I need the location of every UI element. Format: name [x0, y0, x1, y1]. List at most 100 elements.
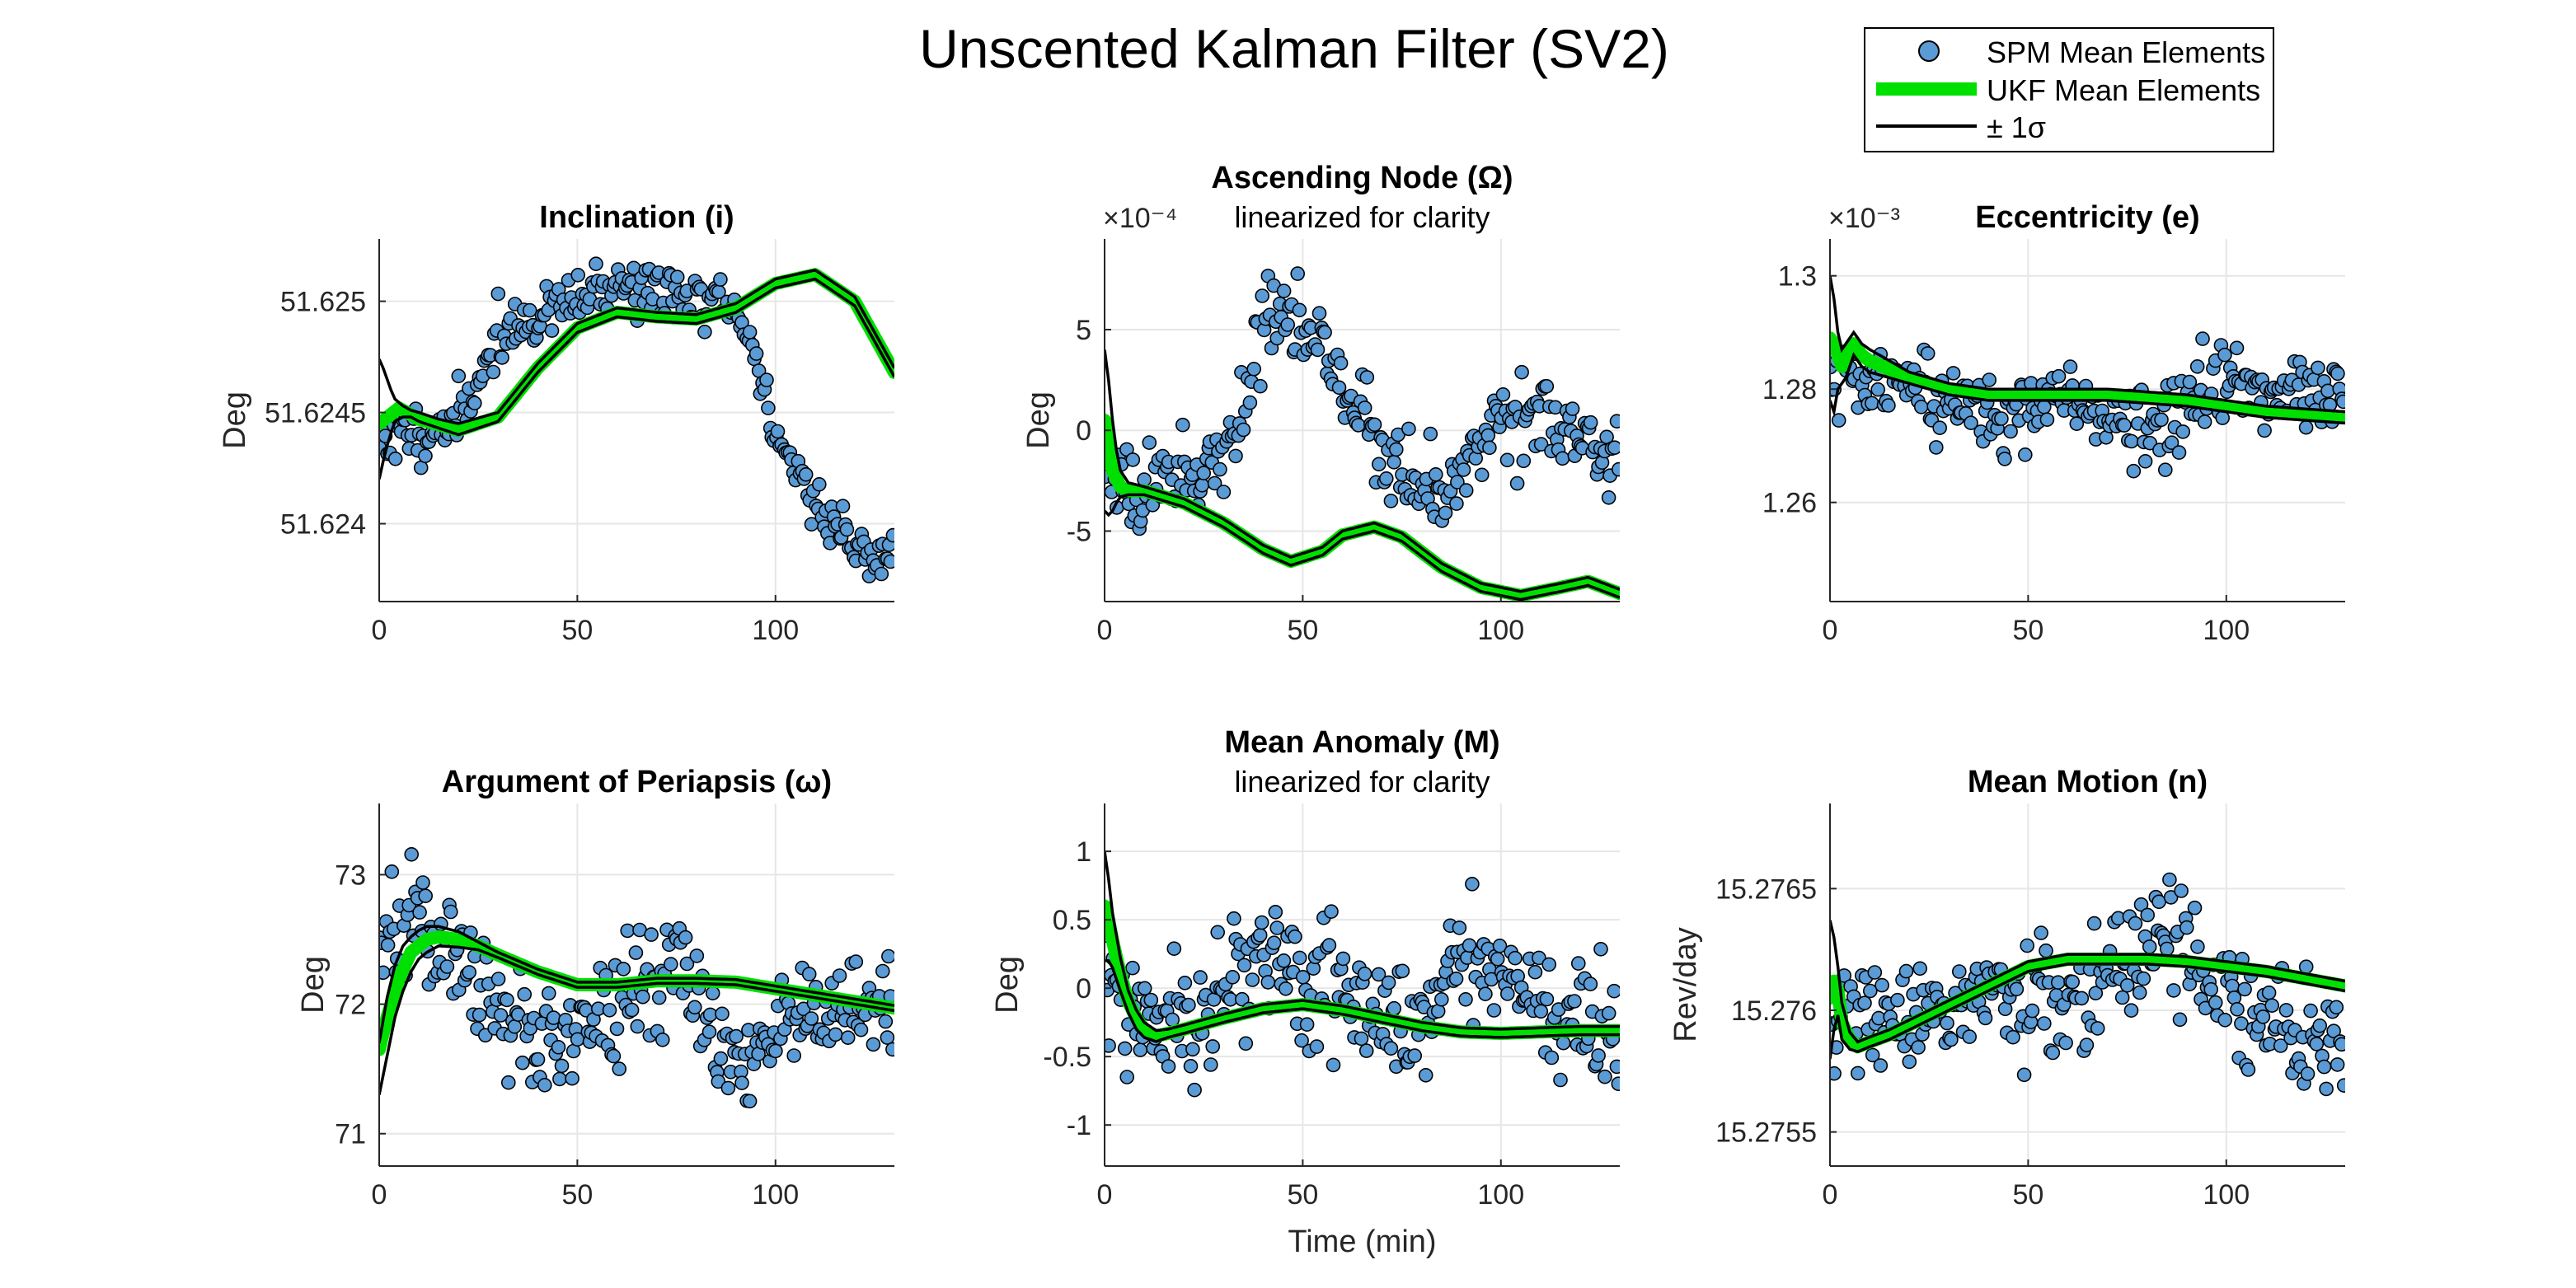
spm-point [1245, 972, 1260, 987]
spm-point [835, 499, 851, 514]
spm-point [1194, 477, 1210, 493]
spm-point [1875, 977, 1889, 993]
y-tick-label: 72 [335, 990, 366, 1021]
spm-point [2045, 1045, 2061, 1061]
y-tick-label: 73 [335, 859, 366, 891]
legend-label-spm: SPM Mean Elements [1987, 35, 2265, 69]
sigma-upper-line [1830, 920, 2345, 1044]
spm-point [1920, 346, 1936, 361]
ukf-mean-line [1105, 414, 1620, 602]
spm-point [759, 372, 774, 387]
spm-point [1276, 283, 1292, 298]
spm-point [1593, 942, 1608, 957]
spm-point [1125, 452, 1141, 467]
y-tick-label: -5 [1067, 516, 1091, 547]
spm-point [1911, 1040, 1926, 1055]
spm-point [1310, 342, 1326, 358]
spm-point [875, 963, 890, 979]
spm-point [1533, 437, 1549, 452]
sigma-lower-line [379, 944, 894, 1095]
spm-point [1280, 317, 1295, 332]
spm-point [2074, 991, 2090, 1006]
spm-point [1395, 963, 1410, 979]
subplot-6: 0 50 100 15.2755 15.276 15.2765 Mean Motion (n… [1668, 765, 2345, 1211]
spm-point [1317, 325, 1332, 340]
spm-point [1333, 355, 1349, 371]
spm-point [2309, 1037, 2325, 1051]
spm-point [1831, 413, 1846, 428]
spm-point [2241, 1062, 2256, 1077]
spm-point [651, 990, 667, 1005]
spm-point [412, 905, 427, 920]
x-tick-label: 100 [1477, 1179, 1524, 1211]
spm-point [1499, 452, 1515, 468]
spm-point [2255, 1009, 2271, 1024]
spm-point [669, 269, 685, 285]
spm-point [1321, 938, 1337, 953]
spm-point [1978, 1010, 1993, 1026]
spm-point [1449, 496, 1464, 511]
spm-point [1225, 970, 1241, 985]
spm-point [1335, 951, 1351, 967]
spm-point [1609, 414, 1620, 429]
spm-point [2136, 971, 2151, 986]
spm-point [2195, 331, 2210, 346]
x-tick-label: 50 [561, 1179, 593, 1211]
y-tick-label: 1 [1076, 836, 1091, 868]
spm-point [2189, 358, 2205, 374]
spm-point [1266, 935, 1282, 950]
spm-point [530, 1051, 546, 1067]
spm-point [500, 1075, 516, 1090]
spm-point [702, 1007, 718, 1023]
spm-point [1311, 306, 1327, 321]
spm-point [1478, 986, 1493, 1001]
spm-point [1429, 466, 1443, 482]
y-tick-label: 1.3 [1778, 261, 1817, 293]
spm-point [2162, 872, 2177, 888]
spm-point [1609, 1059, 1620, 1075]
spm-point [713, 272, 728, 287]
spm-point [1857, 995, 1872, 1010]
spm-point [1912, 961, 1927, 977]
spm-point [554, 1058, 570, 1074]
spm-point [2142, 435, 2157, 451]
spm-point [1583, 977, 1598, 991]
y-tick-label: 1.26 [1762, 488, 1817, 519]
legend: SPM Mean Elements UKF Mean Elements ± 1σ [1864, 27, 2274, 152]
x-tick-label: 0 [1823, 1179, 1838, 1211]
spm-point [1142, 435, 1157, 450]
spm-point [1383, 1041, 1399, 1056]
spm-point [2069, 416, 2085, 432]
spm-point [541, 986, 556, 1001]
spm-point [1516, 453, 1532, 469]
spm-point [1379, 471, 1394, 486]
x-tick-label: 50 [2012, 615, 2043, 646]
spm-point [628, 945, 644, 960]
spm-point [1331, 380, 1347, 396]
spm-point [866, 1037, 881, 1052]
spm-point [1367, 417, 1382, 433]
spm-point [742, 1094, 758, 1109]
spm-point [1418, 1068, 1433, 1083]
spm-point [1490, 952, 1505, 967]
spm-point [761, 400, 776, 415]
spm-point [1292, 950, 1307, 966]
spm-point [1407, 1048, 1422, 1063]
spm-point [1117, 1041, 1133, 1056]
spm-point [881, 948, 894, 964]
spm-point [1952, 964, 1967, 979]
spm-point [1119, 1070, 1134, 1084]
spm-point [612, 1061, 627, 1076]
x-tick-label: 50 [2012, 1179, 2043, 1211]
spm-point [1255, 288, 1269, 303]
figure-title: Unscented Kalman Filter (SV2) [919, 18, 1669, 79]
sigma-upper-line [1105, 850, 1620, 1033]
sigma-upper-line [379, 268, 894, 425]
spm-point [1541, 957, 1556, 972]
y-exponent-label: ×10⁻⁴ [1103, 203, 1177, 234]
spm-point [2175, 424, 2190, 439]
spm-point [514, 1055, 530, 1070]
spm-point [1326, 1057, 1341, 1073]
spm-point [1183, 1059, 1199, 1074]
